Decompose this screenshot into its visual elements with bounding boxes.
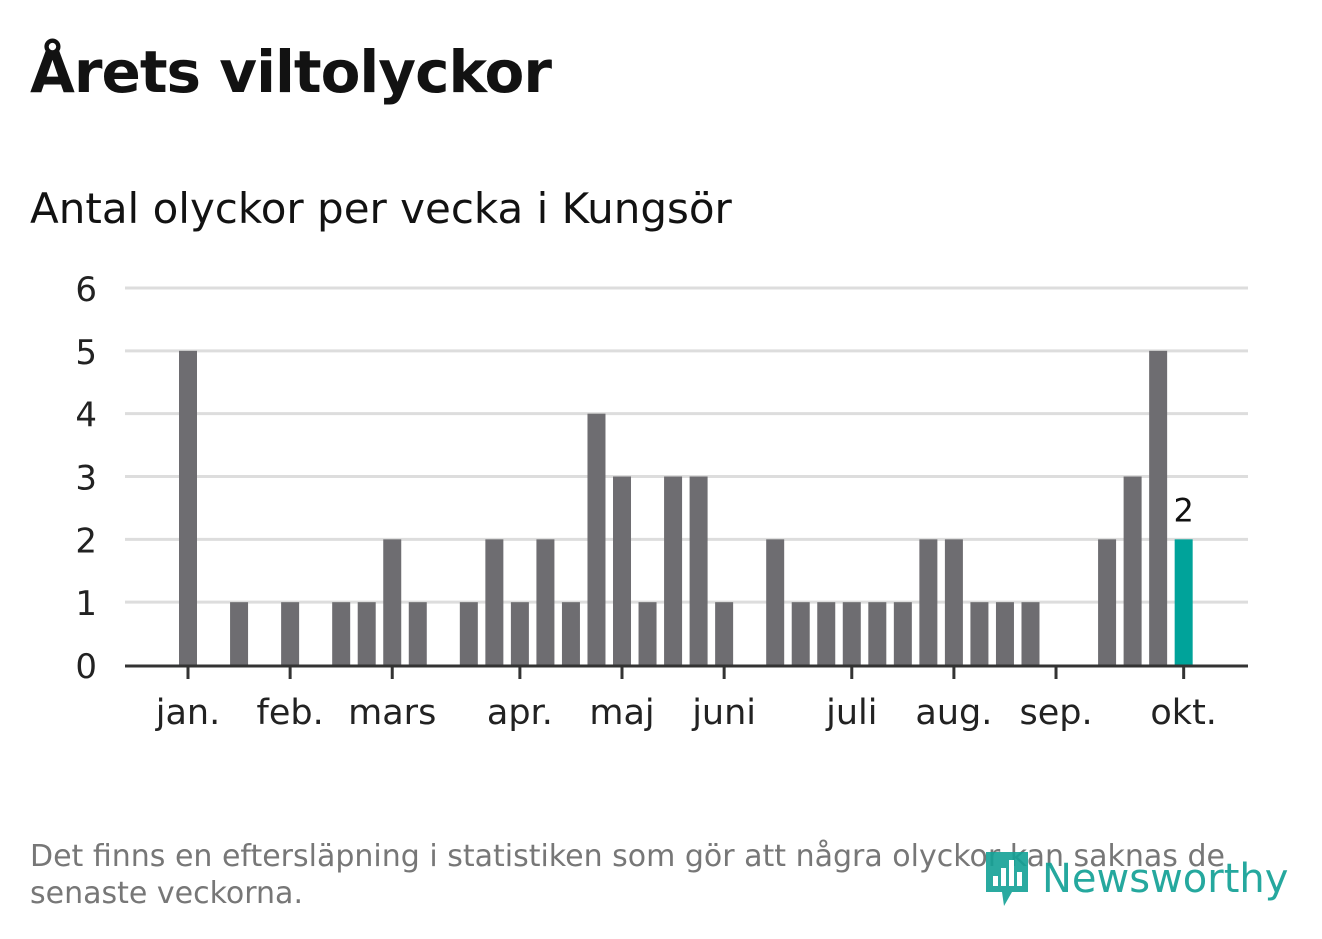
x-tick-label: okt. <box>1150 693 1217 733</box>
x-tick-label: juni <box>691 693 756 733</box>
bar-chart: 0 1 2 3 4 5 6 2 jan. feb. mars apr. maj juni juli aug. s… <box>75 270 1248 733</box>
bar <box>332 602 351 665</box>
bar <box>357 602 376 665</box>
bar <box>459 602 478 665</box>
chart-bubble-icon <box>986 852 1028 906</box>
bar <box>664 476 683 665</box>
y-tick-label: 2 <box>75 521 97 561</box>
bar <box>766 539 785 665</box>
bar <box>638 602 657 665</box>
data-label: 2 <box>1173 491 1193 529</box>
bar <box>944 539 963 665</box>
bar <box>613 476 632 665</box>
bar <box>995 602 1014 665</box>
y-tick-label: 1 <box>75 584 97 624</box>
bar <box>561 602 580 665</box>
bar <box>1123 476 1142 665</box>
y-tick-label: 0 <box>75 647 97 687</box>
x-tick-label: mars <box>348 693 436 733</box>
x-tick-label: feb. <box>257 693 324 733</box>
bar <box>689 476 708 665</box>
bar <box>587 413 606 665</box>
bar <box>179 350 197 665</box>
y-tick-label: 3 <box>75 459 97 499</box>
highlight-bar <box>1174 539 1193 665</box>
x-tick-label: maj <box>589 693 654 733</box>
bar <box>893 602 912 665</box>
bar <box>970 602 989 665</box>
bar <box>715 602 734 665</box>
x-tick-label: juli <box>825 693 877 733</box>
bar <box>868 602 887 665</box>
bar <box>1149 350 1168 665</box>
bar <box>1098 539 1117 665</box>
bar <box>383 539 402 665</box>
x-tick-label: aug. <box>915 693 992 733</box>
bar <box>485 539 504 665</box>
bar <box>536 539 555 665</box>
chart-title: Årets viltolyckor <box>30 38 552 106</box>
bar <box>791 602 810 665</box>
y-tick-label: 6 <box>75 270 97 310</box>
y-tick-label: 4 <box>75 396 97 436</box>
x-tick-label: jan. <box>155 693 220 733</box>
bar <box>281 602 300 665</box>
bar <box>230 602 249 665</box>
x-tick-label: apr. <box>487 693 553 733</box>
chart-subtitle: Antal olyckor per vecka i Kungsör <box>30 184 732 233</box>
bar <box>817 602 836 665</box>
logo-text: Newsworthy <box>1042 856 1289 902</box>
bar <box>1021 602 1040 665</box>
bar <box>919 539 938 665</box>
bar <box>842 602 861 665</box>
y-tick-label: 5 <box>75 333 97 373</box>
bar <box>408 602 427 665</box>
x-tick-label: sep. <box>1019 693 1092 733</box>
bar <box>510 602 529 665</box>
newsworthy-logo: Newsworthy <box>982 848 1288 910</box>
